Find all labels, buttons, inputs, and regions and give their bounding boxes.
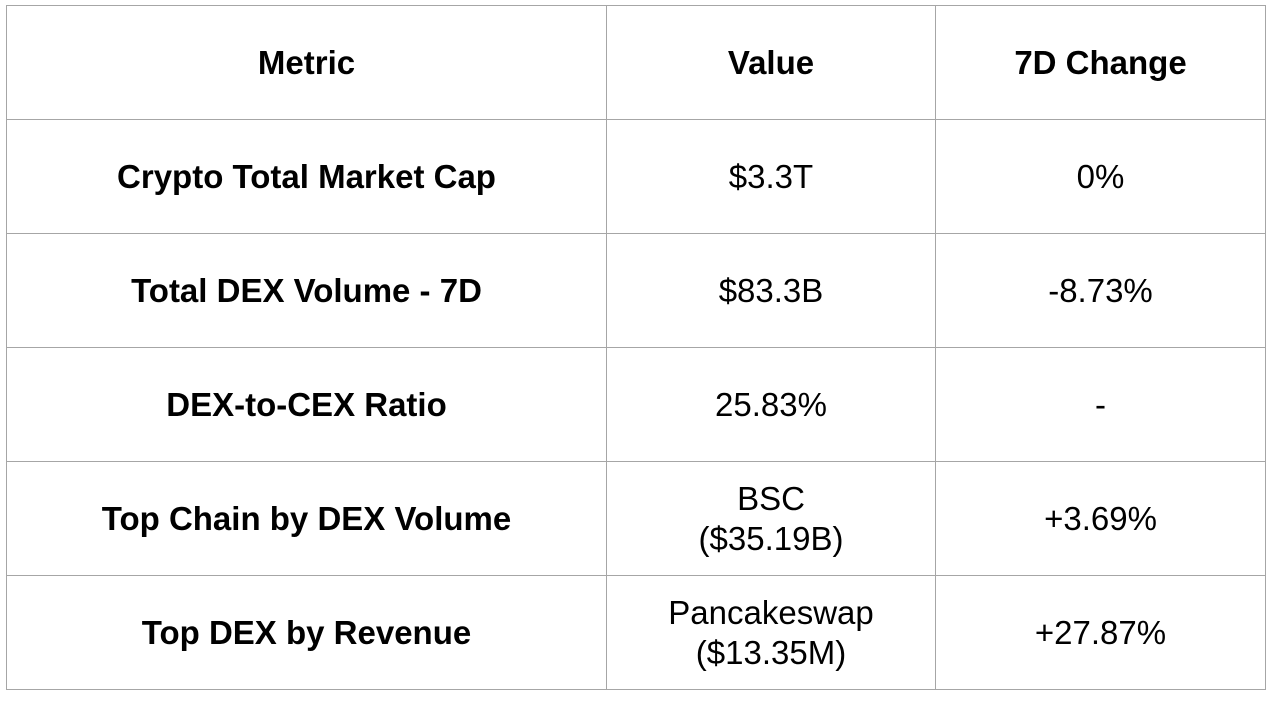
value-text: BSC <box>737 479 805 517</box>
change-cell: +3.69% <box>935 461 1266 576</box>
table-header-row: Metric Value 7D Change <box>6 5 1266 120</box>
header-value: Value <box>606 5 936 120</box>
value-cell: $83.3B <box>606 233 936 348</box>
change-cell: +27.87% <box>935 575 1266 690</box>
value-cell: $3.3T <box>606 119 936 234</box>
change-cell: -8.73% <box>935 233 1266 348</box>
value-subtext: ($13.35M) <box>695 633 847 671</box>
value-cell: Pancakeswap ($13.35M) <box>606 575 936 690</box>
metric-cell: Top DEX by Revenue <box>6 575 607 690</box>
value-text: $83.3B <box>718 271 824 309</box>
value-subtext: ($35.19B) <box>698 519 844 557</box>
table-row: Top Chain by DEX Volume BSC ($35.19B) +3… <box>6 461 1266 576</box>
header-7d-change: 7D Change <box>935 5 1266 120</box>
table-row: Top DEX by Revenue Pancakeswap ($13.35M)… <box>6 575 1266 690</box>
metrics-table: Metric Value 7D Change Crypto Total Mark… <box>6 5 1266 690</box>
metric-cell: Total DEX Volume - 7D <box>6 233 607 348</box>
change-cell: - <box>935 347 1266 462</box>
change-cell: 0% <box>935 119 1266 234</box>
value-text: Pancakeswap <box>668 593 874 631</box>
value-cell: 25.83% <box>606 347 936 462</box>
value-cell: BSC ($35.19B) <box>606 461 936 576</box>
table-row: Crypto Total Market Cap $3.3T 0% <box>6 119 1266 234</box>
header-metric: Metric <box>6 5 607 120</box>
metric-cell: Crypto Total Market Cap <box>6 119 607 234</box>
table-row: Total DEX Volume - 7D $83.3B -8.73% <box>6 233 1266 348</box>
metrics-table-container: Metric Value 7D Change Crypto Total Mark… <box>6 5 1266 696</box>
value-text: $3.3T <box>728 157 814 195</box>
table-row: DEX-to-CEX Ratio 25.83% - <box>6 347 1266 462</box>
metric-cell: Top Chain by DEX Volume <box>6 461 607 576</box>
value-text: 25.83% <box>715 385 827 423</box>
metric-cell: DEX-to-CEX Ratio <box>6 347 607 462</box>
